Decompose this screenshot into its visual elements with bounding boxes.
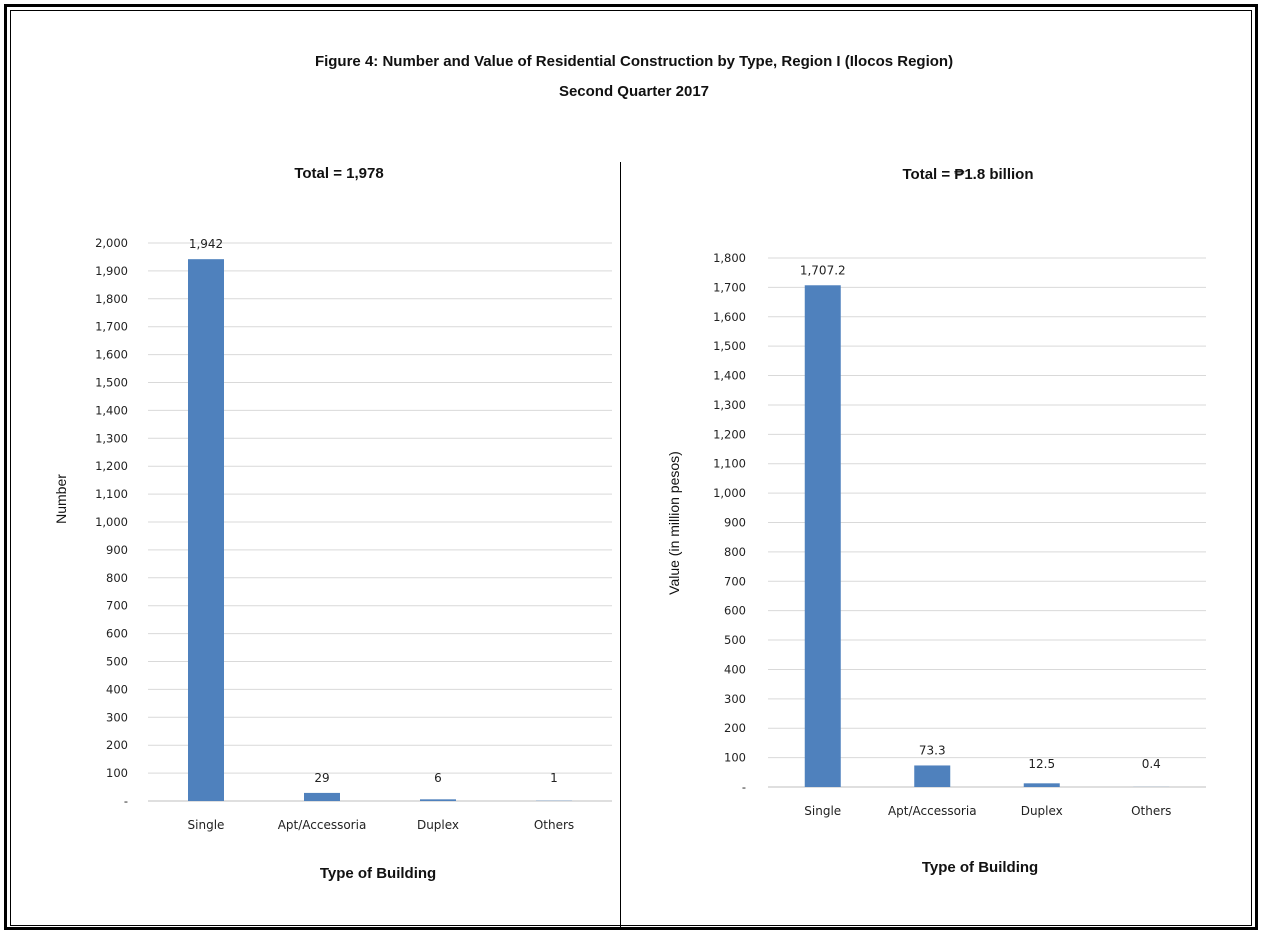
data-label: 12.5 (1028, 757, 1055, 771)
bar (304, 792, 340, 801)
y-tick-label: 1,600 (95, 348, 128, 362)
x-category-label: Others (534, 818, 574, 832)
y-tick-label: 700 (106, 599, 128, 613)
y-tick-label: 500 (106, 655, 128, 669)
x-category-label: Apt/Accessoria (278, 818, 367, 832)
y-axis-title: Value (in million pesos) (666, 451, 682, 595)
y-tick-label: 800 (724, 545, 746, 559)
y-tick-label: 900 (106, 543, 128, 557)
figure-subtitle: Second Quarter 2017 (558, 83, 710, 100)
bar (914, 765, 951, 787)
y-tick-label: 200 (724, 721, 746, 735)
y-tick-label: 1,500 (713, 339, 746, 353)
y-tick-label: 800 (106, 571, 128, 585)
bar (1023, 783, 1060, 787)
data-label: 1 (550, 771, 558, 785)
y-tick-label: 1,300 (713, 398, 746, 412)
y-tick-label: 1,500 (95, 376, 128, 390)
chart-subtitle: Total = ₱1.8 billion (903, 166, 1034, 183)
y-tick-label: 1,000 (95, 515, 128, 529)
y-tick-label: 1,100 (713, 457, 746, 471)
figure-frame (4, 4, 1258, 930)
y-axis-title: Number (53, 474, 69, 524)
x-axis-title: Type of Building (320, 865, 436, 882)
y-tick-label: 300 (724, 692, 746, 706)
bar (420, 799, 456, 801)
x-category-label: Single (804, 804, 841, 818)
x-category-label: Duplex (417, 818, 459, 832)
y-tick-label: 1,900 (95, 264, 128, 278)
data-label: 6 (434, 771, 442, 785)
x-category-label: Apt/Accessoria (888, 804, 977, 818)
y-tick-label: - (742, 780, 746, 794)
y-tick-label: 100 (106, 766, 128, 780)
y-tick-label: 400 (724, 662, 746, 676)
y-tick-label: 1,400 (95, 403, 128, 417)
y-tick-label: 2,000 (95, 236, 128, 250)
y-tick-label: 500 (724, 633, 746, 647)
y-tick-label: 1,300 (95, 431, 128, 445)
chart-subtitle: Total = 1,978 (294, 165, 383, 182)
y-tick-label: 600 (724, 604, 746, 618)
y-tick-label: 100 (724, 751, 746, 765)
panel-divider (620, 162, 621, 928)
y-tick-label: 700 (724, 574, 746, 588)
data-label: 1,707.2 (800, 263, 846, 277)
figure-inner-frame (10, 10, 1252, 926)
data-label: 73.3 (919, 743, 946, 757)
y-tick-label: 1,200 (95, 459, 128, 473)
y-tick-label: 1,800 (713, 251, 746, 265)
y-tick-label: 300 (106, 710, 128, 724)
y-tick-label: 900 (724, 516, 746, 530)
y-tick-label: 1,600 (713, 310, 746, 324)
data-label: 0.4 (1142, 757, 1161, 771)
y-tick-label: 1,200 (713, 427, 746, 441)
y-tick-label: 1,800 (95, 292, 128, 306)
y-tick-label: - (124, 794, 128, 808)
x-axis-title: Type of Building (922, 859, 1038, 876)
figure-title: Figure 4: Number and Value of Residentia… (314, 53, 954, 70)
y-tick-label: 1,100 (95, 487, 128, 501)
x-category-label: Others (1131, 804, 1171, 818)
x-category-label: Duplex (1021, 804, 1063, 818)
y-tick-label: 1,700 (95, 320, 128, 334)
y-tick-label: 1,700 (713, 280, 746, 294)
y-tick-label: 200 (106, 738, 128, 752)
y-tick-label: 1,000 (713, 486, 746, 500)
bar (804, 285, 841, 787)
x-category-label: Single (188, 818, 225, 832)
bar (188, 259, 224, 801)
data-label: 29 (314, 771, 329, 785)
y-tick-label: 400 (106, 682, 128, 696)
y-tick-label: 600 (106, 627, 128, 641)
data-label: 1,942 (189, 237, 223, 251)
y-tick-label: 1,400 (713, 369, 746, 383)
